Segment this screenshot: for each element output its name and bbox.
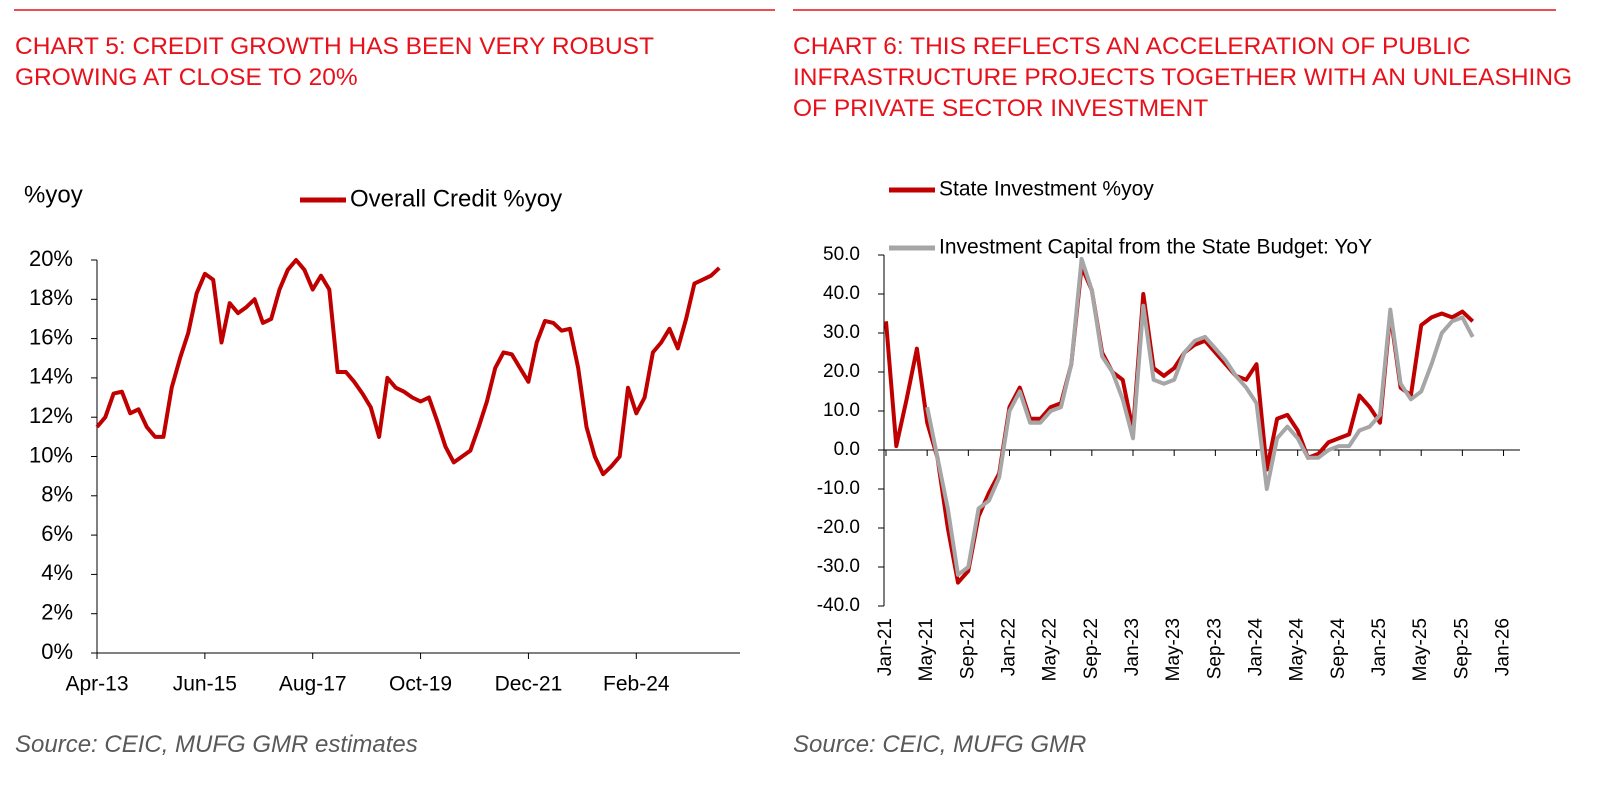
y-tick-label: 30.0 (823, 322, 860, 343)
x-tick-label: Jan-21 (875, 618, 896, 676)
x-tick-label: May-24 (1287, 618, 1308, 682)
y-tick-label: 12% (29, 403, 73, 428)
y-tick-label: 50.0 (823, 244, 860, 265)
y-tick-label: 20% (29, 246, 73, 271)
y-tick-label: 18% (29, 285, 73, 310)
y-axis-label: %yoy (24, 181, 83, 208)
y-tick-label: 0% (41, 639, 73, 664)
y-tick-label: 10% (29, 442, 73, 467)
x-tick-label: Apr-13 (65, 673, 128, 696)
source: Source: CEIC, MUFG GMR estimates (15, 731, 418, 758)
y-tick-label: -20.0 (817, 517, 860, 538)
x-tick-label: Jan-26 (1493, 618, 1514, 676)
y-tick-label: 10.0 (823, 400, 860, 421)
x-tick-label: Sep-22 (1081, 618, 1102, 679)
y-tick-label: 8% (41, 482, 73, 507)
y-tick-label: 0.0 (834, 439, 860, 460)
y-tick-label: 40.0 (823, 283, 860, 304)
x-tick-label: May-23 (1163, 618, 1184, 681)
x-tick-label: Oct-19 (389, 673, 452, 696)
x-tick-label: Jan-22 (999, 618, 1020, 676)
legend-label: State Investment %yoy (939, 178, 1154, 201)
x-tick-label: Jun-15 (173, 673, 237, 696)
y-tick-label: 14% (29, 364, 73, 389)
x-tick-label: Sep-21 (957, 618, 978, 679)
legend-label: Investment Capital from the State Budget… (939, 236, 1372, 259)
x-tick-label: May-21 (916, 618, 937, 681)
y-tick-label: -40.0 (817, 595, 860, 616)
series-line (95, 258, 721, 477)
x-tick-label: Jan-24 (1246, 618, 1267, 677)
y-tick-label: 2% (41, 600, 73, 625)
y-tick-label: 16% (29, 324, 73, 349)
chart-title: CHART 5: CREDIT GROWTH HAS BEEN VERY ROB… (15, 33, 654, 91)
x-tick-label: May-25 (1410, 618, 1431, 681)
legend-label: Overall Credit %yoy (350, 185, 562, 212)
x-tick-label: Aug-17 (279, 673, 347, 696)
x-tick-label: Feb-24 (603, 673, 670, 696)
source: Source: CEIC, MUFG GMR (793, 731, 1087, 758)
x-tick-label: Sep-24 (1328, 618, 1349, 680)
y-tick-label: -30.0 (817, 556, 860, 577)
y-tick-label: -10.0 (817, 478, 860, 499)
x-tick-label: Jan-25 (1369, 618, 1390, 676)
x-tick-label: Jan-23 (1122, 618, 1143, 676)
chart-title: CHART 6: THIS REFLECTS AN ACCELERATION O… (793, 33, 1573, 122)
x-tick-label: Sep-23 (1204, 618, 1225, 679)
y-tick-label: 4% (41, 560, 73, 585)
y-tick-label: 6% (41, 521, 73, 546)
x-tick-label: May-22 (1040, 618, 1061, 681)
y-tick-label: 20.0 (823, 361, 860, 382)
x-tick-label: Sep-25 (1451, 618, 1472, 679)
series-line (925, 256, 1475, 577)
x-tick-label: Dec-21 (495, 673, 563, 696)
